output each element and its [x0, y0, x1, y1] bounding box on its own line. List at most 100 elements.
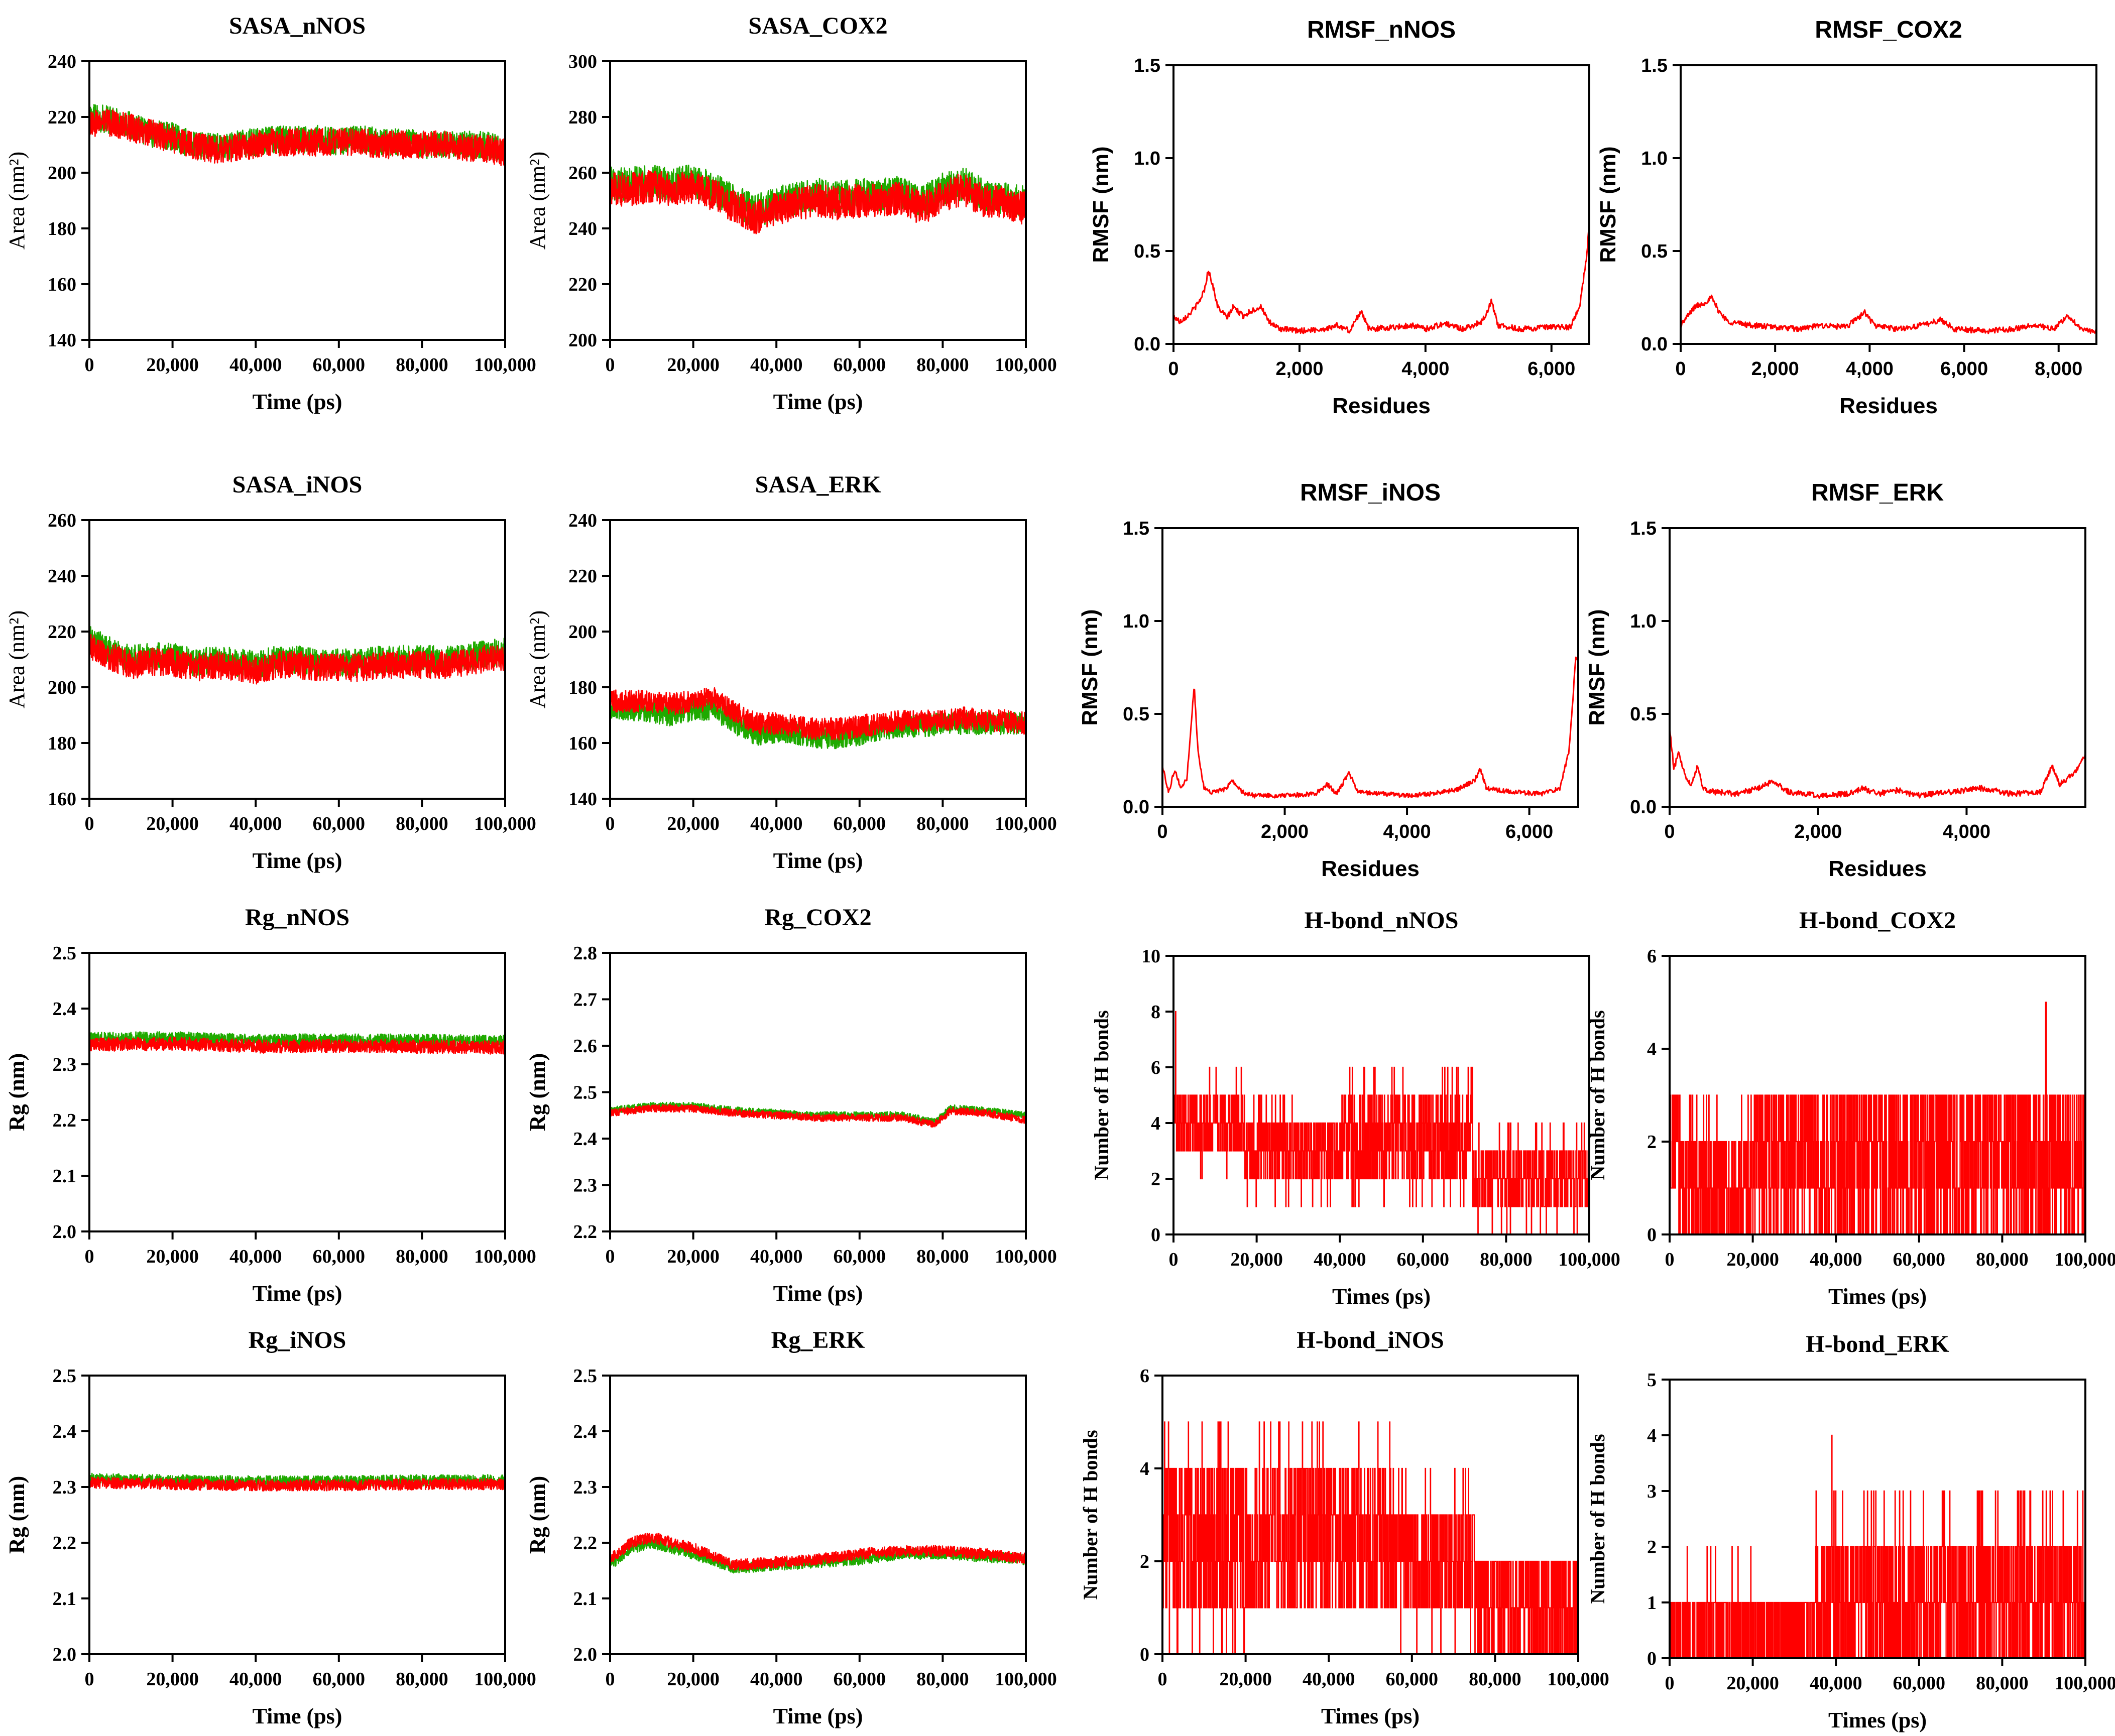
x-axis-label: Residues: [1321, 856, 1420, 881]
y-axis-label: Rg (nm): [525, 1053, 550, 1131]
x-tick-label: 60,000: [1893, 1249, 1946, 1270]
x-tick-label: 40,000: [1810, 1673, 1862, 1694]
chart-title: RMSF_iNOS: [1300, 479, 1441, 506]
plot-frame: [1161, 527, 1579, 808]
y-axis-label: RMSF (nm): [1596, 146, 1620, 263]
series-red-line: [89, 1036, 505, 1055]
x-tick-label: 8,000: [2035, 358, 2082, 380]
y-tick-label: 1.5: [1134, 55, 1160, 76]
series-group: [1162, 656, 1578, 799]
y-axis-label: Number of H bonds: [1079, 1430, 1102, 1599]
x-tick-label: 60,000: [834, 354, 886, 376]
series-group: [89, 1472, 505, 1492]
chart-title: Rg_nNOS: [245, 904, 349, 931]
y-tick-label: 2: [1151, 1169, 1160, 1190]
y-tick-label: 220: [568, 274, 597, 295]
x-tick-label: 4,000: [1383, 821, 1431, 842]
y-tick-label: 2.5: [573, 1082, 598, 1103]
y-tick-label: 4: [1140, 1458, 1149, 1479]
y-tick-label: 2.0: [53, 1644, 77, 1665]
x-tick-label: 2,000: [1261, 821, 1309, 842]
y-axis-label: Area (nm²): [5, 152, 29, 250]
y-tick-label: 8: [1151, 1002, 1160, 1023]
y-tick-label: 0.5: [1641, 241, 1668, 262]
y-tick-label: 2.0: [573, 1644, 598, 1665]
y-tick-label: 6: [1647, 946, 1657, 967]
plot-frame: [609, 60, 1027, 341]
y-tick-label: 1.0: [1641, 148, 1668, 169]
x-tick-label: 0: [606, 813, 615, 834]
y-tick-label: 2.7: [573, 989, 598, 1011]
x-tick-label: 4,000: [1401, 358, 1449, 380]
series-group: [89, 626, 505, 685]
x-tick-label: 40,000: [1303, 1669, 1355, 1690]
y-axis-label: Area (nm²): [525, 152, 550, 250]
y-tick-label: 1.5: [1123, 518, 1149, 539]
y-tick-label: 2.6: [573, 1036, 598, 1057]
y-tick-label: 200: [48, 163, 76, 184]
x-tick-label: 80,000: [396, 1669, 448, 1690]
x-tick-label: 6,000: [1940, 358, 1988, 380]
series-group: [89, 103, 505, 166]
y-axis-label: Area (nm²): [5, 610, 29, 708]
y-tick-label: 240: [48, 51, 76, 72]
plot-frame: [1172, 64, 1590, 345]
y-tick-label: 2.1: [53, 1166, 77, 1187]
series-red-line: [610, 1533, 1026, 1571]
y-tick-label: 0.0: [1123, 797, 1149, 818]
series-red-line: [1670, 727, 2085, 799]
plot-frame: [1172, 955, 1590, 1235]
y-tick-label: 0.0: [1641, 334, 1668, 355]
series-red-line: [1681, 294, 2096, 334]
x-tick-label: 0: [85, 1669, 94, 1690]
chart-rmsf-erk: RMSF_ERK 0 2,000 4,000 0.0 0.5 1.0 1.5 Residues R…: [1585, 479, 2086, 881]
x-axis-label: Residues: [1828, 856, 1927, 881]
y-axis-label: Number of H bonds: [1586, 1010, 1609, 1180]
chart-rg-inos: Rg_iNOS 0 20,000 40,000 60,000 80,000 100,000 2…: [5, 1327, 536, 1728]
series-group: [610, 1101, 1026, 1128]
y-tick-label: 140: [568, 789, 597, 810]
series-group: [610, 1533, 1026, 1574]
y-tick-label: 2: [1647, 1537, 1657, 1558]
x-axis-label: Residues: [1332, 394, 1431, 418]
series-green-line: [610, 1101, 1026, 1126]
series-group: [1173, 1011, 1589, 1234]
x-tick-label: 0: [85, 813, 94, 834]
x-tick-label: 6,000: [1505, 821, 1553, 842]
plot-frame: [609, 1375, 1027, 1655]
x-tick-label: 2,000: [1751, 358, 1799, 380]
series-red-line: [610, 1104, 1026, 1128]
series-red-line: [89, 634, 505, 685]
series-red-line: [610, 687, 1026, 741]
x-axis-label: Times (ps): [1332, 1284, 1431, 1309]
plot-frame: [88, 1375, 506, 1655]
x-tick-label: 60,000: [1893, 1673, 1946, 1694]
x-tick-label: 0: [1664, 821, 1675, 842]
y-axis-label: Number of H bonds: [1586, 1434, 1609, 1603]
series-group: [1670, 1434, 2085, 1658]
y-tick-label: 10: [1141, 946, 1160, 967]
y-tick-label: 260: [568, 163, 597, 184]
y-tick-label: 1.5: [1630, 518, 1657, 539]
series-group: [1670, 727, 2085, 799]
x-tick-label: 80,000: [1976, 1673, 2029, 1694]
x-tick-label: 60,000: [313, 813, 366, 834]
y-tick-label: 2.4: [573, 1421, 598, 1442]
x-tick-label: 0: [1169, 1249, 1179, 1270]
chart-title: H-bond_nNOS: [1305, 907, 1459, 934]
x-tick-label: 20,000: [667, 1246, 720, 1267]
y-tick-label: 0: [1647, 1648, 1657, 1669]
series-red-line: [1173, 1011, 1589, 1234]
y-axis-label: RMSF (nm): [1078, 609, 1102, 725]
x-tick-label: 40,000: [229, 813, 282, 834]
chart-rg-cox2: Rg_COX2 0 20,000 40,000 60,000 80,000 100,000 2…: [525, 904, 1057, 1306]
series-group: [610, 164, 1026, 234]
chart-hbond-inos: H-bond_iNOS 0 20,000 40,000 60,000 80,000 100,…: [1079, 1327, 1609, 1728]
y-tick-label: 2.4: [53, 1421, 77, 1442]
y-tick-label: 0: [1151, 1224, 1160, 1246]
x-axis-label: Times (ps): [1828, 1708, 1927, 1732]
x-tick-label: 40,000: [750, 1669, 803, 1690]
x-tick-label: 100,000: [2054, 1249, 2115, 1270]
x-tick-label: 100,000: [1547, 1669, 1609, 1690]
x-axis-label: Time (ps): [773, 1704, 863, 1728]
